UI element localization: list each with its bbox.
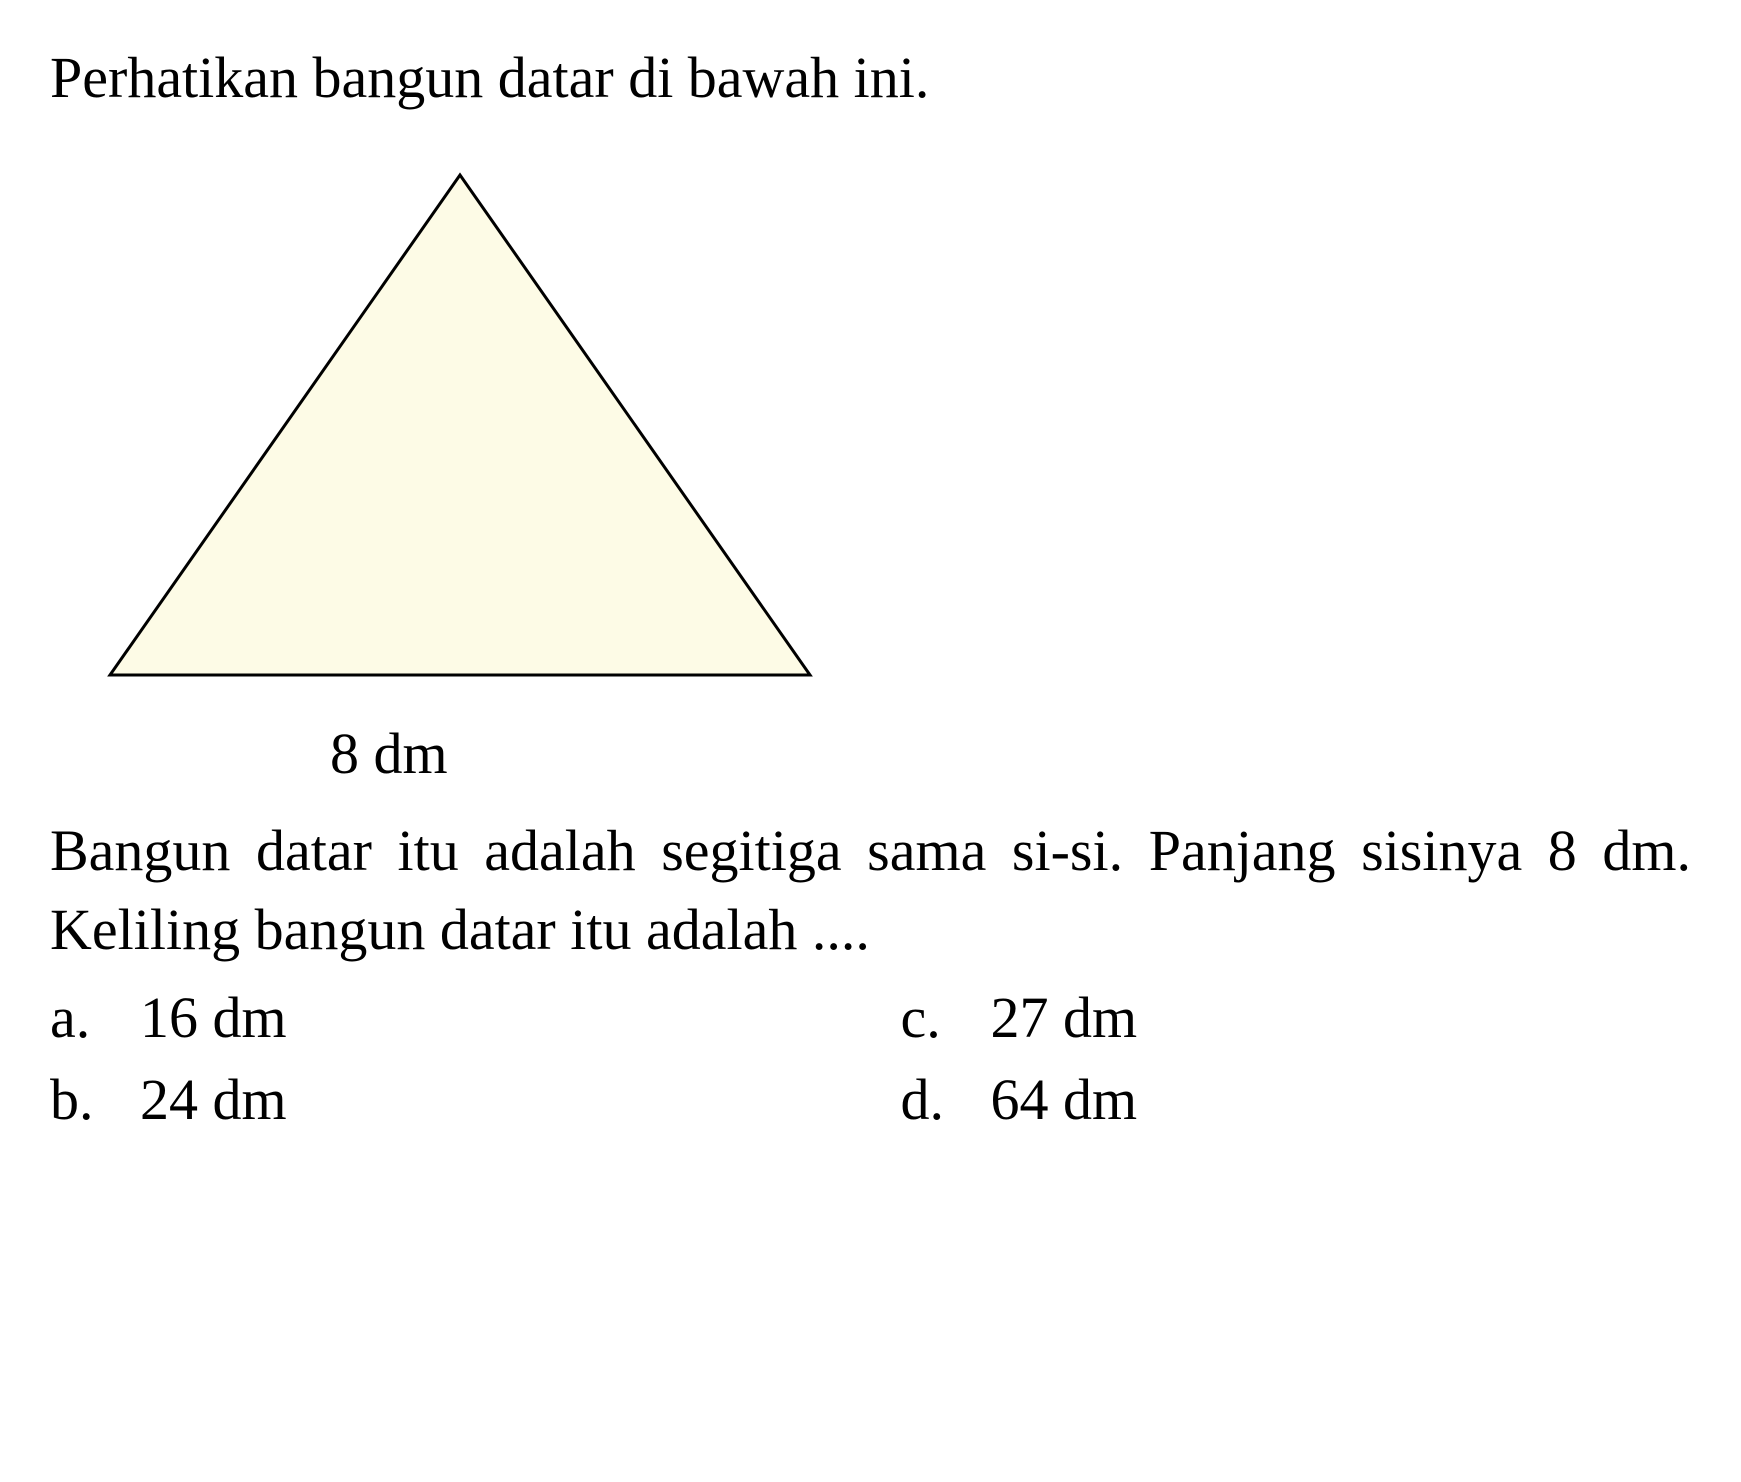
option-c: c. 27 dm <box>901 984 1692 1051</box>
option-d-letter: d. <box>901 1066 981 1133</box>
triangle-base-label: 8 dm <box>330 720 1691 787</box>
question-description: Bangun datar itu adalah segitiga sama si… <box>50 812 1691 969</box>
option-b-value: 24 dm <box>140 1066 287 1133</box>
option-d: d. 64 dm <box>901 1066 1692 1133</box>
option-b: b. 24 dm <box>50 1066 841 1133</box>
triangle-svg <box>70 145 850 705</box>
triangle-figure <box>70 145 1691 710</box>
option-c-letter: c. <box>901 984 981 1051</box>
option-a: a. 16 dm <box>50 984 841 1051</box>
option-a-letter: a. <box>50 984 130 1051</box>
option-d-value: 64 dm <box>991 1066 1138 1133</box>
option-b-letter: b. <box>50 1066 130 1133</box>
question-intro: Perhatikan bangun datar di bawah ini. <box>50 40 1691 115</box>
triangle-shape <box>110 175 810 675</box>
answer-options: a. 16 dm c. 27 dm b. 24 dm d. 64 dm <box>50 984 1691 1133</box>
option-a-value: 16 dm <box>140 984 287 1051</box>
option-c-value: 27 dm <box>991 984 1138 1051</box>
